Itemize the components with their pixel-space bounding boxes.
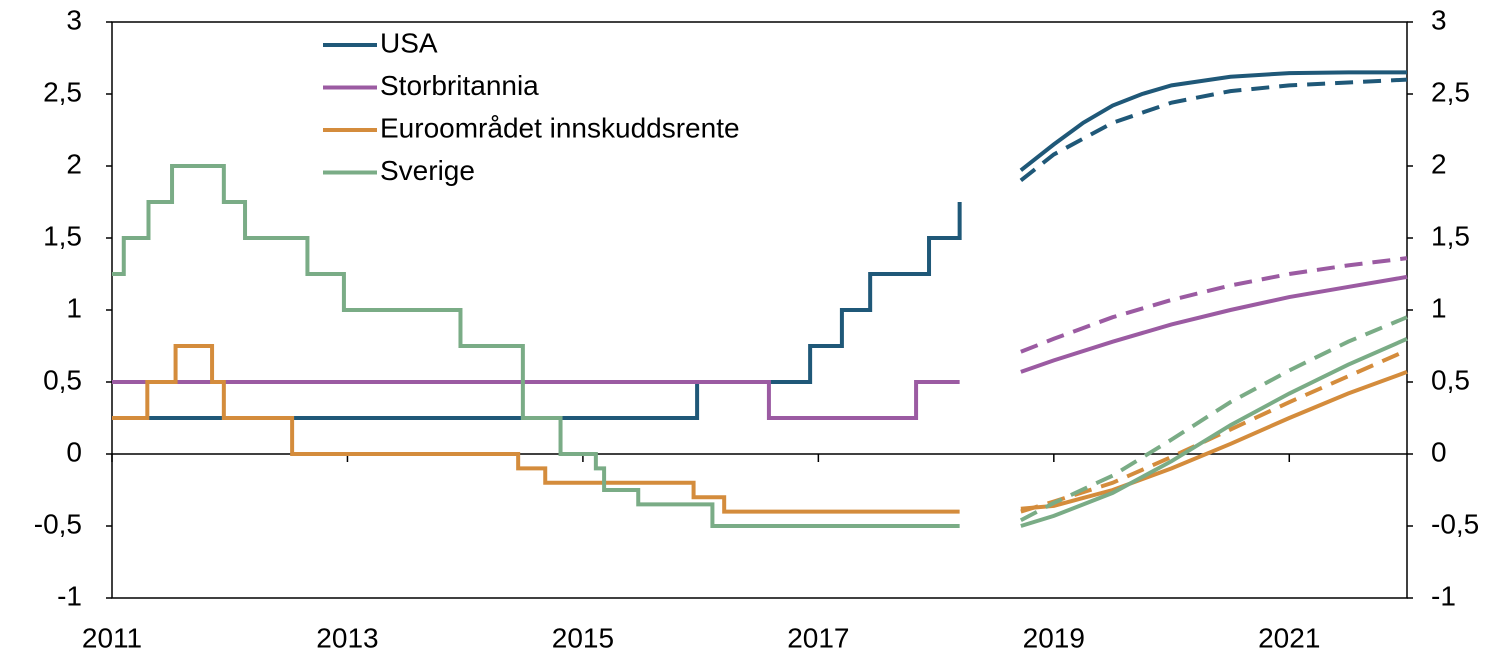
y2-tick-label: 0 xyxy=(1431,436,1447,467)
y-tick-label: 0,5 xyxy=(43,364,82,395)
legend-label: Storbritannia xyxy=(380,70,539,101)
x-tick-label: 2011 xyxy=(82,622,142,653)
x-tick-label: 2013 xyxy=(316,622,378,653)
previous-forecast-line xyxy=(1020,348,1408,514)
y-tick-label: 3 xyxy=(66,4,82,35)
forecast-line xyxy=(1020,274,1408,374)
history-line xyxy=(112,344,960,514)
y2-tick-label: 3 xyxy=(1431,4,1447,35)
y2-tick-label: 2 xyxy=(1431,148,1447,179)
forecast-line xyxy=(1020,336,1408,528)
y2-tick-label: 1 xyxy=(1431,292,1447,323)
legend-label: Sverige xyxy=(380,155,475,186)
x-tick-label: 2021 xyxy=(1258,622,1320,653)
y-tick-label: 2 xyxy=(66,148,82,179)
y2-tick-label: -1 xyxy=(1431,580,1456,611)
y2-tick-label: 1,5 xyxy=(1431,220,1470,251)
previous-forecast-line xyxy=(1019,77,1408,182)
legend-label: USA xyxy=(380,27,438,58)
y2-tick-label: 0,5 xyxy=(1431,364,1470,395)
legend-label: Euroområdet innskuddsrente xyxy=(380,112,740,143)
y-tick-label: -0,5 xyxy=(34,508,82,539)
history-line xyxy=(112,380,960,420)
y2-tick-label: -0,5 xyxy=(1431,508,1479,539)
x-tick-label: 2017 xyxy=(787,622,849,653)
y-tick-label: -1 xyxy=(57,580,82,611)
y-tick-label: 1,5 xyxy=(43,220,82,251)
x-tick-label: 2015 xyxy=(552,622,614,653)
forecast-line xyxy=(1020,370,1408,511)
previous-forecast-line xyxy=(1020,256,1408,354)
history-line xyxy=(112,202,962,420)
x-tick-label: 2019 xyxy=(1023,622,1085,653)
y2-tick-label: 2,5 xyxy=(1431,76,1470,107)
history-line xyxy=(112,164,960,528)
y-tick-label: 1 xyxy=(66,292,82,323)
y-tick-label: 0 xyxy=(66,436,82,467)
forecast-line xyxy=(1019,70,1407,172)
y-tick-label: 2,5 xyxy=(43,76,82,107)
previous-forecast-line xyxy=(1019,315,1408,523)
